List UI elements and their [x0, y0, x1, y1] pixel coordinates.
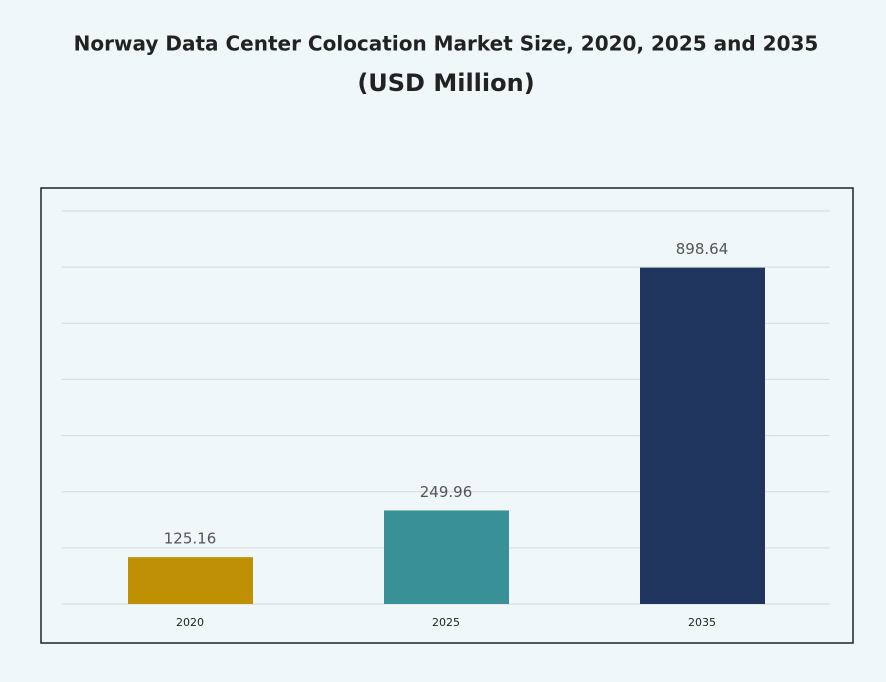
bar [128, 557, 253, 604]
data-label: 125.16 [164, 530, 217, 548]
bar [384, 510, 509, 604]
chart-subtitle: (USD Million) [357, 69, 534, 97]
x-tick-label: 2025 [432, 616, 460, 629]
chart-title: Norway Data Center Colocation Market Siz… [74, 32, 819, 56]
bar [640, 267, 765, 604]
plot-frame [40, 187, 854, 644]
data-label: 898.64 [676, 240, 729, 258]
data-label: 249.96 [420, 483, 473, 501]
x-tick-label: 2035 [688, 616, 716, 629]
x-tick-label: 2020 [176, 616, 204, 629]
